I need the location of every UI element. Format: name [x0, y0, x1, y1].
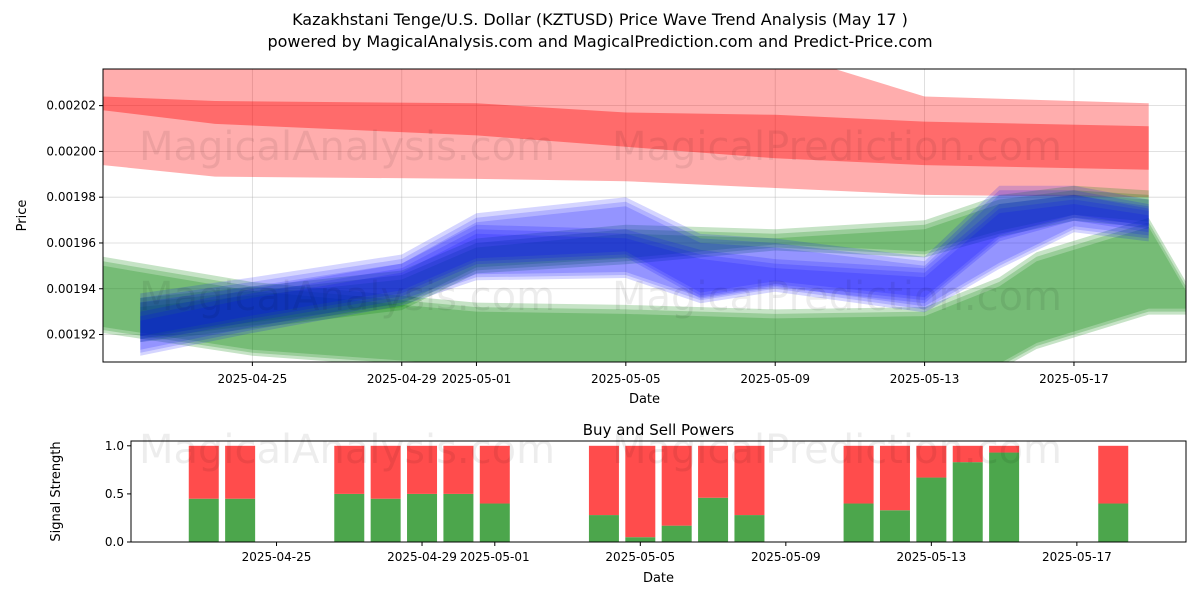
buy-bar	[188, 498, 219, 542]
x-tick-label: 2025-04-25	[218, 372, 288, 386]
sell-bar	[588, 445, 619, 516]
buy-bar	[443, 493, 474, 542]
y-tick-label: 0.00194	[46, 282, 96, 296]
buy-bar	[916, 477, 947, 542]
watermark-right: MagicalPrediction.com	[612, 427, 1062, 473]
sell-bar	[443, 445, 474, 494]
x-axis-label: Date	[643, 571, 674, 586]
sell-bar	[1098, 445, 1129, 504]
sell-bar	[225, 445, 256, 499]
subplot-frame	[130, 440, 1187, 543]
buy-bar	[661, 525, 692, 542]
buy-bar	[334, 493, 365, 542]
x-tick-label: 2025-05-13	[890, 372, 960, 386]
buy-bar	[879, 510, 910, 542]
band-blue-lower	[140, 199, 1149, 353]
buy-bar	[734, 515, 765, 542]
x-tick-label: 2025-05-05	[591, 372, 661, 386]
y-axis-label: Price	[15, 200, 30, 232]
band-red-inner	[103, 96, 1149, 170]
band-green-lower	[103, 222, 1186, 362]
y-tick-label: 0.0	[105, 535, 124, 549]
x-tick-label: 2025-05-01	[442, 372, 512, 386]
watermark-right: MagicalPrediction.com	[612, 124, 1062, 170]
band-blue-lower	[140, 204, 1149, 350]
band-green-lower	[103, 217, 1186, 362]
y-axis-label: Signal Strength	[49, 441, 64, 541]
band-blue-upper	[140, 194, 1149, 337]
band-green-middle	[140, 194, 1149, 337]
sell-bar	[661, 445, 692, 526]
y-tick-label: 0.00200	[46, 144, 96, 158]
x-tick-label: 2025-05-17	[1042, 550, 1112, 564]
sell-bar	[734, 445, 765, 516]
watermark-left: MagicalAnalysis.com	[139, 427, 555, 473]
band-green-lower	[103, 226, 1186, 362]
sell-bar	[843, 445, 874, 504]
watermark-left: MagicalAnalysis.com	[139, 274, 555, 320]
buy-bar	[1098, 503, 1129, 542]
y-tick-label: 0.00202	[46, 99, 96, 113]
sell-bar	[407, 445, 438, 494]
sell-bar	[334, 445, 365, 494]
sell-bar	[698, 445, 729, 498]
x-tick-label: 2025-05-09	[751, 550, 821, 564]
buy-bar	[588, 515, 619, 542]
sell-bar	[188, 445, 219, 499]
watermark-left: MagicalAnalysis.com	[139, 124, 555, 170]
price-wave-plot: MagicalAnalysis.com MagicalPrediction.com…	[15, 68, 1187, 407]
plot-frame	[102, 68, 1187, 363]
buy-bar	[843, 503, 874, 542]
y-tick-label: 0.5	[105, 487, 124, 501]
x-axis-label: Date	[629, 392, 660, 407]
chart-title-line2: powered by MagicalAnalysis.com and Magic…	[267, 32, 933, 51]
x-tick-label: 2025-04-29	[367, 372, 437, 386]
buy-bar	[698, 497, 729, 542]
band-green-middle	[140, 190, 1149, 340]
y-tick-label: 0.00192	[46, 328, 96, 342]
buy-bar	[625, 537, 656, 542]
watermark-right: MagicalPrediction.com	[612, 274, 1062, 320]
buy-bar	[989, 452, 1020, 542]
band-blue-lower	[140, 195, 1149, 356]
y-tick-label: 0.00198	[46, 190, 96, 204]
x-tick-label: 2025-04-29	[387, 550, 457, 564]
buy-sell-plot: Buy and Sell Powers MagicalAnalysis.com Ma…	[49, 421, 1187, 586]
sell-bar	[370, 445, 401, 499]
sell-bar	[916, 445, 947, 478]
sell-bar	[879, 445, 910, 511]
sell-bar	[479, 445, 510, 504]
y-tick-label: 0.00196	[46, 236, 96, 250]
x-tick-label: 2025-04-25	[242, 550, 312, 564]
x-tick-label: 2025-05-09	[740, 372, 810, 386]
buy-bar	[370, 498, 401, 542]
y-tick-label: 1.0	[105, 439, 124, 453]
buy-bar	[407, 493, 438, 542]
subplot-title: Buy and Sell Powers	[583, 421, 735, 439]
chart-title-line1: Kazakhstani Tenge/U.S. Dollar (KZTUSD) P…	[292, 10, 908, 29]
bands-group	[103, 69, 1186, 362]
band-blue-upper	[140, 185, 1149, 343]
sell-bar	[625, 445, 656, 538]
band-blue-upper	[140, 190, 1149, 340]
band-green-middle	[140, 185, 1149, 343]
buy-bar	[479, 503, 510, 542]
x-tick-label: 2025-05-05	[605, 550, 675, 564]
buy-bar	[225, 498, 256, 542]
sell-bar	[952, 445, 983, 463]
buy-bar	[952, 462, 983, 542]
sell-bar	[989, 445, 1020, 453]
x-tick-label: 2025-05-17	[1039, 372, 1109, 386]
band-red-outer	[103, 69, 1149, 198]
x-tick-label: 2025-05-01	[460, 550, 530, 564]
x-tick-label: 2025-05-13	[896, 550, 966, 564]
